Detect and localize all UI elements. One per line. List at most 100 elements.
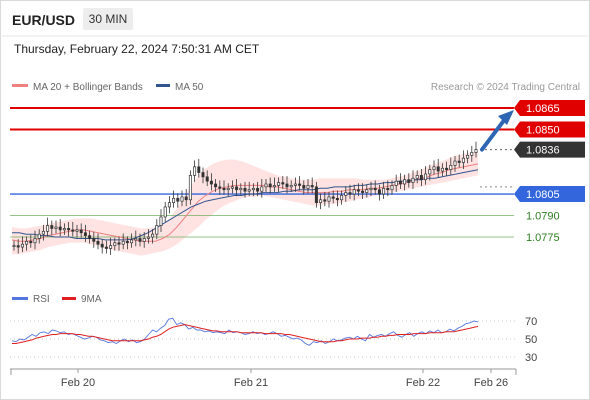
candle-body	[394, 180, 398, 186]
candle-93	[403, 174, 407, 191]
rsi-tick-70: 70	[525, 316, 537, 328]
candle-109	[470, 146, 474, 162]
rsi-ma-line	[12, 324, 479, 344]
current-price-label: 1.0836	[526, 145, 560, 157]
candle-body	[277, 182, 281, 186]
candle-body	[214, 183, 218, 188]
candle-body	[419, 175, 423, 181]
candle-body	[71, 229, 75, 232]
candlesticks	[12, 141, 478, 255]
current-price-tag	[514, 141, 585, 158]
candle-88	[382, 181, 386, 200]
candle-2	[20, 236, 24, 253]
resistance-1-tag	[514, 121, 585, 138]
candle-body	[323, 199, 327, 202]
timeframe-badge[interactable]: 30 MIN	[83, 8, 133, 30]
candle-body	[75, 229, 79, 232]
candle-27	[125, 236, 129, 250]
x-axis: Feb 20 Feb 21 Feb 22 Feb 26	[10, 369, 517, 389]
candle-body	[109, 245, 113, 249]
candle-body	[25, 240, 29, 245]
bollinger-band-area	[12, 151, 478, 256]
candle-6	[37, 229, 41, 244]
candle-body	[247, 189, 251, 192]
candle-body	[50, 225, 54, 229]
candle-61	[268, 177, 272, 194]
candle-106	[457, 154, 461, 168]
candle-body	[327, 196, 331, 202]
candle-body	[138, 238, 142, 242]
candle-body	[188, 175, 192, 201]
candle-49	[218, 180, 222, 195]
projection-arrow-head	[498, 110, 514, 126]
pivot-label: 1.0805	[526, 189, 560, 201]
candle-69	[302, 180, 306, 195]
candle-32	[146, 229, 150, 244]
candle-body	[67, 228, 71, 231]
rsi-legend: RSI 9MA	[12, 294, 102, 305]
candle-body	[193, 166, 197, 176]
ma50-legend-label: MA 50	[175, 82, 204, 93]
candle-56	[247, 181, 251, 197]
candle-12	[62, 223, 66, 235]
candle-body	[96, 240, 100, 245]
candle-body	[432, 166, 436, 171]
candle-body	[201, 172, 205, 178]
candle-body	[260, 186, 264, 192]
candle-73	[319, 193, 323, 210]
rsi-tick-30: 30	[525, 352, 537, 364]
candle-34	[155, 219, 159, 240]
candle-102	[440, 163, 444, 177]
candle-body	[264, 183, 268, 188]
resistance-2-label: 1.0865	[526, 103, 560, 115]
candle-7	[41, 224, 45, 241]
candle-70	[306, 178, 310, 194]
candle-body	[104, 246, 108, 249]
candle-58	[256, 181, 260, 197]
candle-99	[428, 164, 432, 181]
candle-body	[461, 157, 465, 163]
candle-body	[470, 152, 474, 156]
candle-48	[214, 178, 218, 192]
rsi-line	[11, 317, 479, 346]
candle-78	[340, 190, 344, 205]
candle-60	[264, 178, 268, 192]
candle-28	[130, 233, 134, 248]
candle-body	[41, 230, 45, 235]
candle-40	[180, 190, 184, 207]
candle-25	[117, 236, 121, 251]
candle-72	[314, 181, 318, 208]
candle-19	[92, 232, 96, 248]
candle-24	[113, 237, 117, 251]
candle-body	[155, 225, 159, 235]
candle-84	[365, 184, 369, 198]
candle-29	[134, 230, 138, 247]
candle-body	[390, 185, 394, 191]
candle-110	[474, 141, 478, 158]
candle-44	[197, 158, 201, 178]
candle-body	[268, 183, 272, 188]
candle-body	[176, 197, 180, 202]
chart-header: EUR/USD 30 MIN	[1, 1, 589, 37]
candle-85	[369, 181, 373, 197]
candle-body	[54, 226, 58, 229]
candle-body	[285, 183, 289, 188]
candle-10	[54, 220, 58, 234]
candle-51	[226, 183, 230, 197]
candle-body	[361, 190, 365, 193]
candle-92	[398, 173, 402, 190]
candle-body	[88, 235, 92, 239]
candle-65	[285, 176, 289, 194]
candle-body	[335, 197, 339, 201]
candle-body	[142, 238, 146, 242]
candle-14	[71, 221, 75, 237]
candle-body	[272, 185, 276, 188]
candle-body	[222, 187, 226, 191]
rsi-legend-swatch	[12, 297, 28, 300]
candle-53	[235, 178, 239, 197]
rsi-legend-label: RSI	[33, 294, 50, 305]
candle-20	[96, 233, 100, 250]
candle-body	[218, 186, 222, 189]
